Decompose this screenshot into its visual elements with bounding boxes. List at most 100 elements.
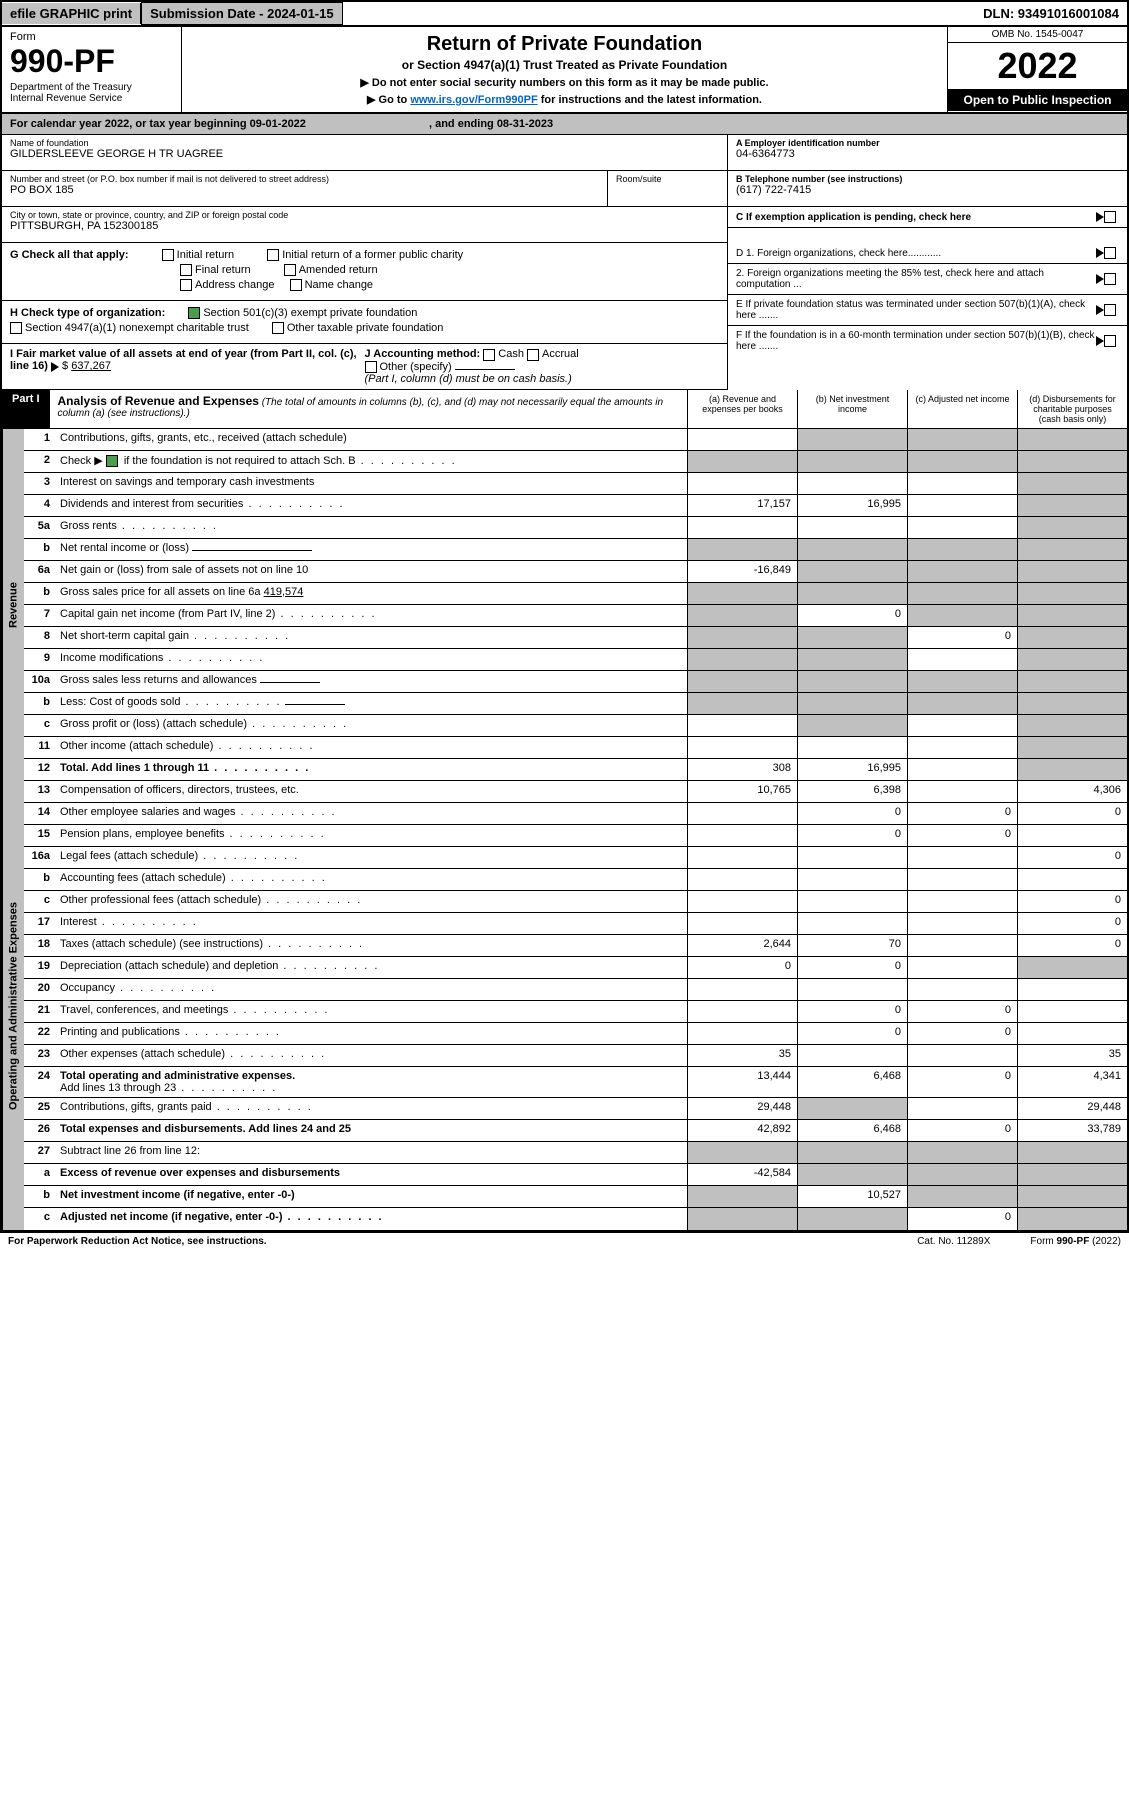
- checkbox-amended[interactable]: [284, 264, 296, 276]
- other-input[interactable]: [455, 369, 515, 370]
- submission-date: Submission Date - 2024-01-15: [141, 2, 343, 25]
- checkbox-d2[interactable]: [1104, 273, 1116, 285]
- checkbox-c[interactable]: [1104, 211, 1116, 223]
- city-cell: City or town, state or province, country…: [2, 207, 727, 243]
- r14d: 0: [1017, 803, 1127, 824]
- row9-desc: Income modifications: [60, 652, 163, 664]
- r19a: 0: [687, 957, 797, 978]
- checkbox-4947[interactable]: [10, 322, 22, 334]
- r13b: 6,398: [797, 781, 907, 802]
- checkbox-e[interactable]: [1104, 304, 1116, 316]
- r25a: 29,448: [687, 1098, 797, 1119]
- check-d2: 2. Foreign organizations meeting the 85%…: [728, 264, 1127, 295]
- row27-desc: Subtract line 26 from line 12:: [56, 1142, 687, 1163]
- dln-label: DLN: 93491016001084: [975, 3, 1127, 24]
- checkbox-addr-change[interactable]: [180, 279, 192, 291]
- checkbox-name-change[interactable]: [290, 279, 302, 291]
- r6b-val: 419,574: [264, 586, 304, 598]
- calendar-year-row: For calendar year 2022, or tax year begi…: [2, 114, 1127, 135]
- c-label: C If exemption application is pending, c…: [736, 212, 1096, 223]
- r15b: 0: [797, 825, 907, 846]
- checkbox-cash[interactable]: [483, 349, 495, 361]
- check-f: F If the foundation is in a 60-month ter…: [728, 326, 1127, 356]
- row6a-desc: Net gain or (loss) from sale of assets n…: [56, 561, 687, 582]
- section-j: J Accounting method: Cash Accrual Other …: [365, 348, 720, 384]
- r5b-input[interactable]: [192, 550, 312, 551]
- r24d: 4,341: [1017, 1067, 1127, 1097]
- form-number: 990-PF: [10, 43, 173, 80]
- d2-label: 2. Foreign organizations meeting the 85%…: [736, 268, 1096, 290]
- r6a-val: -16,849: [687, 561, 797, 582]
- footer-left: For Paperwork Reduction Act Notice, see …: [8, 1236, 267, 1247]
- r27c-val: 0: [907, 1208, 1017, 1230]
- calyear-end: , and ending 08-31-2023: [429, 118, 553, 130]
- checkbox-f[interactable]: [1104, 335, 1116, 347]
- address-cell: Number and street (or P.O. box number if…: [2, 171, 607, 207]
- room-label: Room/suite: [616, 174, 719, 184]
- d1-label: D 1. Foreign organizations, check here..…: [736, 248, 1096, 259]
- row1-desc: Contributions, gifts, grants, etc., rece…: [56, 429, 687, 450]
- r17d: 0: [1017, 913, 1127, 934]
- info-grid: Name of foundation GILDERSLEEVE GEORGE H…: [2, 135, 1127, 243]
- part1-header-row: Part I Analysis of Revenue and Expenses …: [2, 390, 1127, 429]
- revenue-rows: 1Contributions, gifts, grants, etc., rec…: [24, 429, 1127, 781]
- r4a: 17,157: [687, 495, 797, 516]
- footer-right: Form 990-PF (2022): [1030, 1236, 1121, 1247]
- r4b: 16,995: [797, 495, 907, 516]
- checkbox-initial[interactable]: [162, 249, 174, 261]
- info-left: Name of foundation GILDERSLEEVE GEORGE H…: [2, 135, 727, 243]
- checkbox-other-method[interactable]: [365, 361, 377, 373]
- footer-mid: Cat. No. 11289X: [917, 1236, 990, 1247]
- initial-former-label: Initial return of a former public charit…: [282, 249, 463, 261]
- checkbox-501c3[interactable]: [188, 307, 200, 319]
- r16cd: 0: [1017, 891, 1127, 912]
- row20-desc: Occupancy: [60, 982, 115, 994]
- j-label: J Accounting method:: [365, 348, 481, 360]
- row22-desc: Printing and publications: [60, 1026, 180, 1038]
- irs-link[interactable]: www.irs.gov/Form990PF: [410, 94, 537, 106]
- r7b: 0: [797, 605, 907, 626]
- phone-cell: B Telephone number (see instructions) (6…: [728, 171, 1127, 207]
- accrual-label: Accrual: [542, 348, 579, 360]
- r24b-text: Add lines 13 through 23: [60, 1082, 176, 1094]
- checkbox-other-taxable[interactable]: [272, 322, 284, 334]
- name-change-label: Name change: [305, 279, 374, 291]
- e-label: E If private foundation status was termi…: [736, 299, 1096, 321]
- r6b-pre: Gross sales price for all assets on line…: [60, 586, 261, 598]
- foundation-name-cell: Name of foundation GILDERSLEEVE GEORGE H…: [2, 135, 727, 171]
- checkbox-d1[interactable]: [1104, 247, 1116, 259]
- info-right: A Employer identification number 04-6364…: [727, 135, 1127, 243]
- r26a: 42,892: [687, 1120, 797, 1141]
- ein-cell: A Employer identification number 04-6364…: [728, 135, 1127, 171]
- row26-desc: Total expenses and disbursements. Add li…: [56, 1120, 687, 1141]
- r24b: 6,468: [797, 1067, 907, 1097]
- col-b-head: (b) Net investment income: [797, 390, 907, 428]
- r21b: 0: [797, 1001, 907, 1022]
- r14c: 0: [907, 803, 1017, 824]
- r22b: 0: [797, 1023, 907, 1044]
- checkbox-accrual[interactable]: [527, 349, 539, 361]
- row15-desc: Pension plans, employee benefits: [60, 828, 225, 840]
- r10b-input[interactable]: [285, 704, 345, 705]
- i-label: I Fair market value of all assets at end…: [10, 348, 357, 372]
- row14-desc: Other employee salaries and wages: [60, 806, 235, 818]
- r8c: 0: [907, 627, 1017, 648]
- r10a-input[interactable]: [260, 682, 320, 683]
- checkbox-final[interactable]: [180, 264, 192, 276]
- efile-label[interactable]: efile GRAPHIC print: [2, 3, 141, 24]
- irs-label: Internal Revenue Service: [10, 93, 173, 104]
- check-c: C If exemption application is pending, c…: [728, 207, 1127, 228]
- year-box: OMB No. 1545-0047 2022 Open to Public In…: [947, 27, 1127, 112]
- j-note: (Part I, column (d) must be on cash basi…: [365, 373, 720, 385]
- row10a-desc: Gross sales less returns and allowances: [60, 674, 257, 686]
- row25-desc: Contributions, gifts, grants paid: [60, 1101, 212, 1113]
- other-label: Other (specify): [380, 361, 452, 373]
- r24a: 13,444: [687, 1067, 797, 1097]
- checkbox-initial-former[interactable]: [267, 249, 279, 261]
- checkbox-schb[interactable]: [106, 455, 118, 467]
- checks-right: D 1. Foreign organizations, check here..…: [727, 243, 1127, 390]
- col-a-head: (a) Revenue and expenses per books: [687, 390, 797, 428]
- phone: (617) 722-7415: [736, 184, 1119, 196]
- r23a: 35: [687, 1045, 797, 1066]
- h2-label: Section 4947(a)(1) nonexempt charitable …: [25, 322, 249, 334]
